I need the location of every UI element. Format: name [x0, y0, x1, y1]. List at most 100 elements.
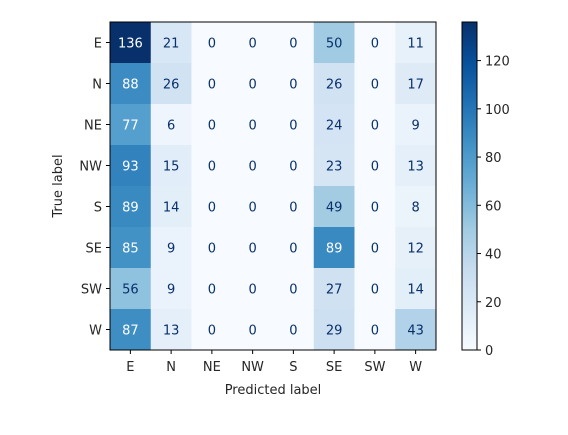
heatmap-cell — [313, 145, 355, 187]
y-tick-label: NE — [84, 119, 102, 134]
heatmap-cell — [110, 22, 152, 64]
heatmap-cell — [232, 104, 274, 146]
heatmap-cell — [395, 268, 437, 310]
heatmap-cell — [313, 63, 355, 105]
heatmap-cell — [110, 145, 152, 187]
colorbar-tick-label: 0 — [485, 344, 493, 359]
cell-value-label: 6 — [167, 119, 175, 134]
heatmap-cell — [110, 104, 152, 146]
heatmap-cell — [191, 145, 233, 187]
cell-value-label: 0 — [289, 201, 297, 216]
cell-value-label: 43 — [407, 324, 424, 339]
heatmap-cell — [150, 309, 192, 351]
cell-value-label: 0 — [248, 37, 256, 52]
heatmap-cell — [232, 63, 274, 105]
cell-value-label: 0 — [289, 242, 297, 257]
heatmap-cell — [354, 145, 396, 187]
cell-value-label: 0 — [248, 119, 256, 134]
colorbar-tick-label: 120 — [485, 55, 510, 70]
cell-value-label: 11 — [407, 37, 424, 52]
cell-value-label: 0 — [208, 78, 216, 93]
heatmap-cell — [395, 63, 437, 105]
heatmap-cell — [232, 145, 274, 187]
cell-value-label: 56 — [122, 283, 139, 298]
cell-value-label: 0 — [208, 201, 216, 216]
heatmap-cell — [354, 22, 396, 64]
x-tick-label: N — [166, 360, 176, 375]
heatmap-cell — [150, 63, 192, 105]
cell-value-label: 14 — [163, 201, 180, 216]
x-tick-label: SE — [326, 360, 342, 375]
heatmap-cell — [110, 186, 152, 228]
cell-value-label: 14 — [407, 283, 424, 298]
cell-value-label: 0 — [371, 119, 379, 134]
heatmap-cell — [354, 309, 396, 351]
cell-value-label: 0 — [371, 283, 379, 298]
x-tick-label: S — [289, 360, 297, 375]
heatmap-cell — [150, 22, 192, 64]
cell-value-label: 49 — [326, 201, 343, 216]
cell-value-label: 9 — [167, 283, 175, 298]
cell-value-label: 0 — [208, 242, 216, 257]
colorbar-ticks: 0 20 40 60 80 100 120 — [477, 55, 510, 359]
plot-frame — [109, 21, 437, 351]
cell-value-label: 0 — [289, 78, 297, 93]
heatmap-cell — [354, 104, 396, 146]
cell-value-label: 26 — [326, 78, 343, 93]
heatmap-cell — [232, 227, 274, 269]
heatmap-cell — [313, 186, 355, 228]
cell-value-label: 0 — [289, 37, 297, 52]
cell-value-label: 0 — [371, 201, 379, 216]
cell-value-label: 0 — [289, 324, 297, 339]
heatmap-cell — [273, 227, 315, 269]
heatmap-cell — [150, 227, 192, 269]
heatmap-cell — [191, 22, 233, 64]
heatmap-cell — [273, 63, 315, 105]
y-axis-title: True label — [51, 154, 66, 218]
heatmap-cell — [191, 268, 233, 310]
heatmap-cell — [232, 186, 274, 228]
cell-value-label: 24 — [326, 119, 343, 134]
colorbar-tick-label: 40 — [485, 248, 502, 263]
cell-value-label: 12 — [407, 242, 424, 257]
heatmap-cell — [191, 186, 233, 228]
heatmap-cell — [395, 227, 437, 269]
cell-value-label: 93 — [122, 160, 139, 175]
cell-value-label: 0 — [208, 283, 216, 298]
cell-value-label: 26 — [163, 78, 180, 93]
cell-value-label: 0 — [289, 160, 297, 175]
cell-value-label: 13 — [163, 324, 180, 339]
heatmap-cell — [273, 22, 315, 64]
heatmap-cell — [191, 63, 233, 105]
cell-value-label: 50 — [326, 37, 343, 52]
cell-value-label: 9 — [167, 242, 175, 257]
cell-value-label: 0 — [208, 37, 216, 52]
x-tick-label: NW — [241, 360, 264, 375]
heatmap-cell — [110, 63, 152, 105]
cell-value-label: 136 — [118, 37, 143, 52]
x-tick-label: E — [126, 360, 134, 375]
cell-value-label: 0 — [371, 324, 379, 339]
cell-value-label: 0 — [248, 201, 256, 216]
heatmap-cell — [110, 309, 152, 351]
y-tick-label: E — [94, 37, 102, 52]
heatmap-cell — [354, 268, 396, 310]
heatmap-cell — [354, 227, 396, 269]
heatmap-cell — [273, 104, 315, 146]
heatmap-cell — [273, 309, 315, 351]
heatmap-cell — [273, 268, 315, 310]
cell-value-label: 89 — [122, 201, 139, 216]
heatmap-cell — [313, 22, 355, 64]
cell-value-label: 87 — [122, 324, 139, 339]
cell-value-label: 85 — [122, 242, 139, 257]
x-tick-label: NE — [203, 360, 221, 375]
cell-value-label: 15 — [163, 160, 180, 175]
heatmap-cell — [191, 309, 233, 351]
y-tick-label: N — [92, 78, 102, 93]
x-axis-title: Predicted label — [225, 383, 322, 398]
cell-value-label: 9 — [411, 119, 419, 134]
cell-value-label: 0 — [248, 324, 256, 339]
heatmap-cell — [232, 309, 274, 351]
cell-value-label: 8 — [411, 201, 419, 216]
cell-value-label: 0 — [371, 160, 379, 175]
